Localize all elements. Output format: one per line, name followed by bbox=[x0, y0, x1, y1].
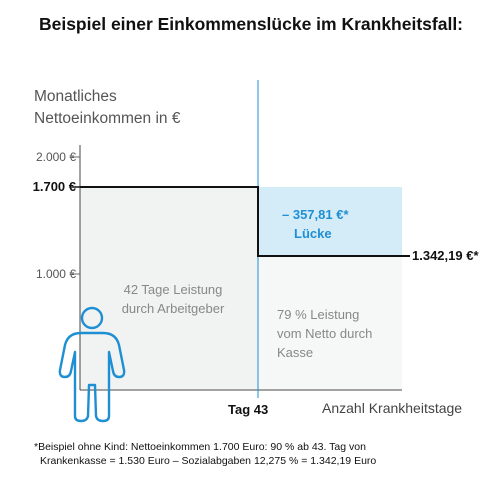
employer-payment-line1: 42 Tage Leistung bbox=[123, 282, 223, 297]
y-axis-label-line2: Nettoeinkommen in € bbox=[34, 110, 181, 127]
y-axis-label-line1: Monatliches bbox=[34, 88, 117, 105]
insurance-payment-line1: 79 % Leistung bbox=[277, 307, 360, 322]
income-gap-amount: – 357,81 €* bbox=[282, 207, 349, 222]
reduced-income-value: 1.342,19 €* bbox=[412, 248, 479, 263]
income-gap-region bbox=[258, 187, 402, 256]
income-step-line bbox=[80, 186, 402, 257]
income-gap-label: Lücke bbox=[294, 226, 332, 241]
page-title: Beispiel einer Einkommenslücke im Krankh… bbox=[38, 14, 464, 34]
employer-payment-line2: durch Arbeitgeber bbox=[121, 301, 225, 316]
y-tick-label-1700: 1.700 € bbox=[32, 179, 76, 194]
income-gap-text: – 357,81 €* Lücke bbox=[282, 205, 382, 243]
insurance-payment-text: 79 % Leistung vom Netto durch Kasse bbox=[277, 305, 397, 362]
y-tick-label-1000: 1.000 € bbox=[35, 267, 76, 281]
y-axis-label: Monatliches Nettoeinkommen in € bbox=[34, 86, 180, 130]
insurance-payment-line3: Kasse bbox=[277, 345, 314, 360]
day-43-label: Tag 43 bbox=[228, 402, 269, 417]
employer-payment-text: 42 Tage Leistung durch Arbeitgeber bbox=[98, 280, 248, 318]
insurance-payment-line2: vom Netto durch bbox=[277, 326, 373, 341]
y-tick-label-2000: 2.000 € bbox=[35, 150, 76, 164]
x-axis-label: Anzahl Krankheitstage bbox=[322, 400, 463, 416]
footnote-line1: *Beispiel ohne Kind: Nettoeinkommen 1.70… bbox=[34, 441, 366, 453]
footnote: *Beispiel ohne Kind: Nettoeinkommen 1.70… bbox=[34, 440, 376, 468]
person-outline-icon bbox=[58, 306, 126, 423]
footnote-line2: Krankenkasse = 1.530 Euro – Sozialabgabe… bbox=[40, 455, 377, 467]
